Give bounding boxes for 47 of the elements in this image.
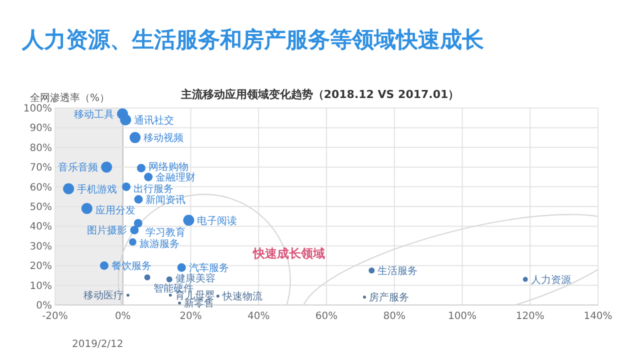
x-tick-label: 60% <box>315 311 338 322</box>
x-tick-label: 140% <box>584 311 612 322</box>
series-label: 音乐音频 <box>58 162 98 174</box>
series-label: 电子阅读 <box>197 214 238 227</box>
y-axis-title: 全网渗透率（%） <box>30 92 110 104</box>
y-tick-label: 100% <box>23 104 52 114</box>
series-label: 健康美容 <box>175 272 216 284</box>
series-label: 手机游戏 <box>77 183 118 196</box>
x-tick-label: 80% <box>383 311 406 322</box>
series-label: 餐饮服务 <box>111 260 152 272</box>
y-tick-label: 70% <box>30 162 52 174</box>
series-label: 通讯社交 <box>134 114 174 126</box>
chart-subtitle: 主流移动应用领域变化趋势（2018.12 VS 2017.01） <box>180 88 460 101</box>
y-tick-label: 30% <box>30 241 52 252</box>
series-label: 房产服务 <box>368 292 409 304</box>
x-tick-label: 120% <box>516 311 544 322</box>
series-label: 网络购物 <box>148 161 188 174</box>
x-tick-label: 0% <box>114 311 131 322</box>
series-label: 移动视频 <box>144 132 184 144</box>
y-tick-label: 80% <box>30 142 52 154</box>
series-label: 应用分发 <box>95 204 136 216</box>
x-tick-label: 40% <box>248 311 270 322</box>
y-tick-label: 50% <box>30 202 52 213</box>
series-label: 快速物流 <box>221 290 262 303</box>
y-tick-label: 10% <box>30 280 52 292</box>
annotation: 快速成长领域 <box>252 246 326 261</box>
x-tick-label: 20% <box>180 311 202 322</box>
series-label: 移动工具 <box>74 108 114 120</box>
series-label: 移动医疗 <box>84 290 124 302</box>
y-tick-label: 20% <box>30 261 52 272</box>
series-label: 汽车服务 <box>188 262 229 274</box>
series-label: 生活服务 <box>378 265 418 278</box>
series-label: 人力资源 <box>530 274 571 286</box>
series-label: 旅游服务 <box>139 238 180 250</box>
series-label: 学习教育 <box>145 226 186 239</box>
x-tick-label: -20% <box>42 311 68 322</box>
x-tick-label: 100% <box>448 311 477 322</box>
y-tick-label: 0% <box>36 300 52 312</box>
series-label: 金融理财 <box>156 171 196 184</box>
series-label: 出行服务 <box>134 182 174 195</box>
chart-title: 人力资源、生活服务和房产服务等领域快速成长 <box>21 27 485 53</box>
y-tick-label: 90% <box>30 123 52 134</box>
y-tick-label: 60% <box>30 182 52 194</box>
series-label: 新闻资讯 <box>146 194 186 206</box>
text: 2019/2/12 <box>72 339 124 350</box>
series-label: 图片摄影 <box>87 224 128 237</box>
y-tick-label: 40% <box>30 222 52 233</box>
